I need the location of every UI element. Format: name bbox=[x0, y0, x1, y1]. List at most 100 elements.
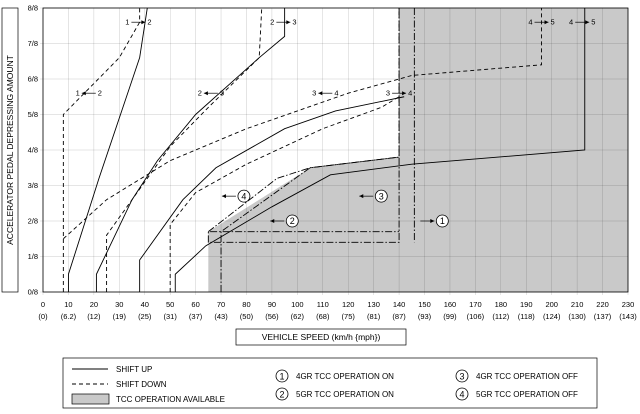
axis-layer: 0 (0) 10 (6.2) 20 (12) 30 (19) 40 (25) 50 (31) 60 (37… bbox=[28, 4, 638, 322]
x-tick-label: 180 bbox=[495, 300, 508, 309]
x-tick-label: 190 bbox=[520, 300, 533, 309]
x-tick-label: 10 bbox=[64, 300, 72, 309]
shift-label-from: 3 bbox=[312, 89, 316, 98]
tcc-marker: 2 bbox=[270, 214, 299, 228]
series-line bbox=[62, 8, 141, 292]
shift-label-arrow-head bbox=[585, 20, 590, 25]
legend-item-3-label: 4GR TCC OPERATION OFF bbox=[476, 372, 578, 381]
x-tick-label-mph: (81) bbox=[367, 312, 381, 321]
shift-label-to: 5 bbox=[591, 18, 595, 27]
legend-shift-up-label: SHIFT UP bbox=[116, 365, 152, 374]
series-line bbox=[67, 7, 148, 292]
shift-label-arrow-head bbox=[81, 91, 86, 96]
shift-label-from: 1 bbox=[76, 89, 80, 98]
shift-label-to: 2 bbox=[147, 18, 151, 27]
x-tick-label: 80 bbox=[242, 300, 250, 309]
shift-label-from: 1 bbox=[125, 18, 129, 27]
shift-label-to: 5 bbox=[551, 18, 555, 27]
x-tick-label-mph: (19) bbox=[113, 312, 127, 321]
x-tick-label-mph: (6.2) bbox=[61, 312, 77, 321]
tcc-region-layer bbox=[208, 8, 628, 292]
x-tick-label-mph: (37) bbox=[189, 312, 203, 321]
x-tick-label-mph: (68) bbox=[316, 312, 330, 321]
tcc-marker-arrow-head bbox=[430, 219, 435, 223]
x-tick-label: 30 bbox=[115, 300, 123, 309]
legend-marker-2-num: 2 bbox=[279, 390, 284, 400]
label-layer: 1 2 2 3 4 5 4 51 2 2 3 3 4 3 4 bbox=[76, 18, 596, 98]
x-tick-label: 60 bbox=[191, 300, 199, 309]
series-line bbox=[220, 156, 400, 292]
plot-frame bbox=[42, 7, 629, 293]
x-tick-label: 70 bbox=[217, 300, 225, 309]
shift-label-from: 2 bbox=[270, 18, 274, 27]
x-tick-label: 110 bbox=[317, 300, 329, 309]
x-axis-title-box bbox=[235, 328, 407, 346]
x-tick-label: 200 bbox=[545, 300, 558, 309]
legend-item-2-label: 5GR TCC OPERATION ON bbox=[296, 390, 394, 399]
shift-label-from: 2 bbox=[198, 89, 202, 98]
legend-item-4-label: 5GR TCC OPERATION OFF bbox=[476, 390, 578, 399]
legend-tcc-swatch bbox=[71, 393, 110, 405]
shift-label-to: 3 bbox=[292, 18, 296, 27]
x-tick-label-mph: (56) bbox=[265, 312, 279, 321]
shift-label-from: 4 bbox=[569, 18, 573, 27]
tcc-marker: 3 bbox=[359, 189, 388, 203]
x-tick-label-mph: (93) bbox=[418, 312, 432, 321]
legend-box bbox=[62, 357, 598, 409]
y-tick-label: 1/8 bbox=[28, 252, 38, 261]
x-tick-label-mph: (75) bbox=[342, 312, 356, 321]
tcc-marker-arrow-head bbox=[359, 194, 364, 199]
shift-label-arrow-head bbox=[318, 91, 323, 96]
shift-label-arrow-head bbox=[286, 20, 291, 25]
y-tick-label: 6/8 bbox=[28, 75, 38, 84]
shift-label-arrow-head bbox=[402, 91, 407, 96]
x-tick-label-mph: (137) bbox=[594, 312, 612, 321]
tcc-marker: 4 bbox=[221, 189, 251, 203]
x-tick-label-mph: (124) bbox=[543, 312, 561, 321]
tcc-marker-circle bbox=[285, 214, 299, 228]
x-tick-label: 140 bbox=[393, 300, 406, 309]
x-tick-label: 160 bbox=[444, 300, 457, 309]
tcc-marker: 1 bbox=[420, 214, 449, 228]
legend-marker-3 bbox=[455, 369, 469, 383]
legend-shift-down-label: SHIFT DOWN bbox=[116, 380, 167, 389]
legend-marker-4-num: 4 bbox=[459, 390, 464, 400]
series-line bbox=[95, 8, 286, 292]
x-tick-label: 150 bbox=[418, 300, 431, 309]
y-tick-label: 0/8 bbox=[28, 288, 38, 297]
legend: SHIFT UP SHIFT DOWN TCC OPERATION AVAILA… bbox=[62, 357, 598, 409]
tcc-marker-circle bbox=[237, 189, 251, 203]
series-line bbox=[106, 7, 263, 292]
tcc-region bbox=[208, 8, 628, 292]
x-tick-label-mph: (99) bbox=[443, 312, 457, 321]
x-tick-label: 230 bbox=[622, 300, 635, 309]
x-tick-label-mph: (87) bbox=[392, 312, 406, 321]
x-tick-label-mph: (43) bbox=[214, 312, 228, 321]
tcc-marker-num: 4 bbox=[241, 191, 246, 201]
x-tick-label: 210 bbox=[571, 300, 584, 309]
shift-label-to: 4 bbox=[408, 89, 412, 98]
series-line bbox=[63, 8, 542, 240]
x-tick-label: 0 bbox=[41, 300, 45, 309]
y-tick-label: 4/8 bbox=[28, 146, 38, 155]
series-line bbox=[139, 96, 405, 292]
x-tick-label: 130 bbox=[367, 300, 380, 309]
x-tick-label-mph: (62) bbox=[291, 312, 305, 321]
shift-label-to: 4 bbox=[334, 89, 338, 98]
x-axis-title: VEHICLE SPEED (km/h {mph}) bbox=[262, 332, 381, 342]
shift-label-to: 2 bbox=[98, 89, 102, 98]
y-axis-title: ACCELERATOR PEDAL DEPRESSING AMOUNT bbox=[5, 55, 15, 245]
marker-layer: 1 2 3 4 bbox=[221, 189, 449, 228]
x-tick-label: 220 bbox=[596, 300, 609, 309]
x-tick-label-mph: (112) bbox=[492, 312, 509, 321]
legend-marker-2 bbox=[275, 387, 289, 401]
x-tick-label-mph: (31) bbox=[164, 312, 178, 321]
x-tick-label: 100 bbox=[291, 300, 304, 309]
